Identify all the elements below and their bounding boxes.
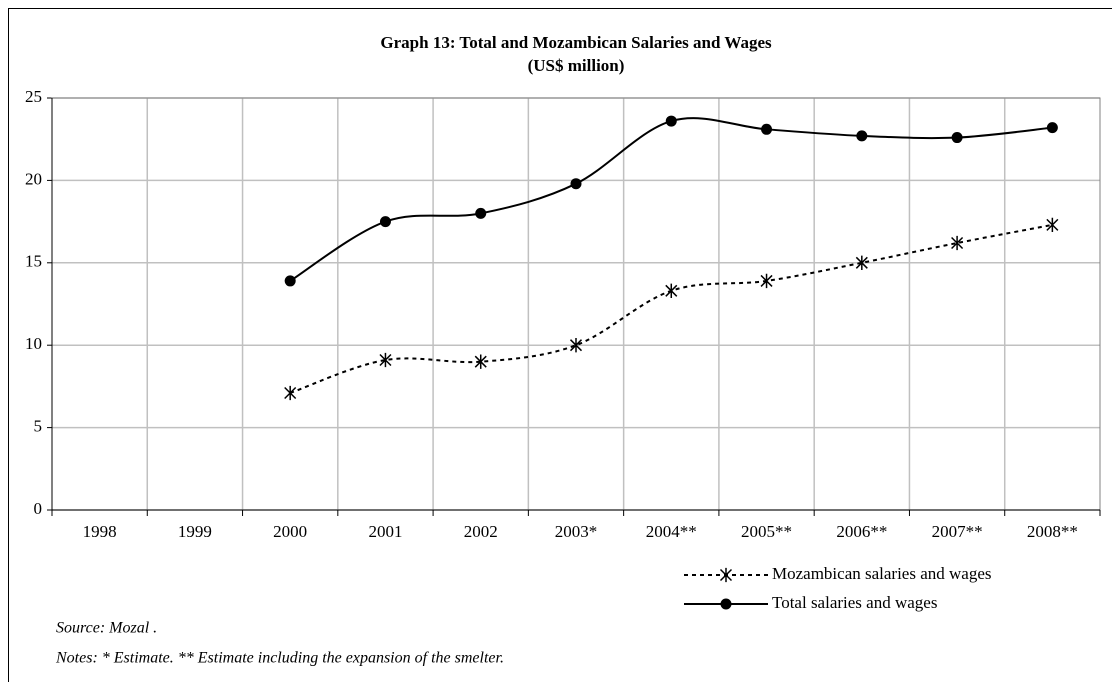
- data-point: [856, 130, 868, 142]
- data-point: [570, 178, 582, 190]
- x-tick-label: 2003*: [555, 522, 598, 541]
- y-tick-label: 15: [25, 252, 42, 271]
- x-tick-label: 2000: [273, 522, 307, 541]
- frame: [8, 8, 1112, 682]
- data-point: [569, 338, 583, 353]
- data-point: [475, 207, 487, 219]
- x-tick-label: 1998: [83, 522, 117, 541]
- data-point: [951, 132, 963, 144]
- legend-label: Total salaries and wages: [772, 593, 937, 612]
- source-note: Source: Mozal .: [56, 620, 157, 637]
- y-tick-label: 20: [25, 169, 42, 188]
- x-tick-label: 2006**: [836, 522, 887, 541]
- y-tick-label: 25: [25, 87, 42, 106]
- data-point: [1046, 217, 1059, 233]
- y-tick-label: 5: [34, 417, 43, 436]
- data-point: [665, 115, 677, 127]
- x-tick-label: 1999: [178, 522, 212, 541]
- data-point: [855, 255, 868, 270]
- y-tick-label: 10: [25, 334, 42, 353]
- data-point: [379, 216, 391, 228]
- chart-title: Graph 13: Total and Mozambican Salaries …: [380, 33, 772, 52]
- chart-subtitle: (US$ million): [528, 56, 625, 75]
- data-point: [474, 354, 487, 369]
- x-tick-label: 2001: [368, 522, 402, 541]
- data-point: [761, 123, 773, 135]
- data-point: [379, 352, 392, 368]
- plot-frame: [51, 97, 1101, 511]
- data-point: [951, 235, 964, 251]
- x-tick-label: 2004**: [646, 522, 697, 541]
- series-line: [289, 117, 1053, 282]
- legend-marker: [720, 598, 732, 610]
- series-line: [289, 223, 1053, 394]
- y-tick-label: 0: [34, 499, 43, 518]
- notes: Notes: * Estimate. ** Estimate including…: [55, 650, 504, 667]
- x-tick-label: 2008**: [1027, 522, 1078, 541]
- x-tick-label: 2007**: [932, 522, 983, 541]
- legend-marker: [719, 567, 733, 583]
- data-point: [1046, 122, 1058, 134]
- x-tick-label: 2005**: [741, 522, 792, 541]
- data-point: [665, 283, 678, 298]
- data-point: [284, 275, 296, 287]
- data-point: [760, 273, 773, 289]
- x-tick-label: 2002: [464, 522, 498, 541]
- data-point: [284, 385, 297, 401]
- legend-label: Mozambican salaries and wages: [772, 564, 992, 583]
